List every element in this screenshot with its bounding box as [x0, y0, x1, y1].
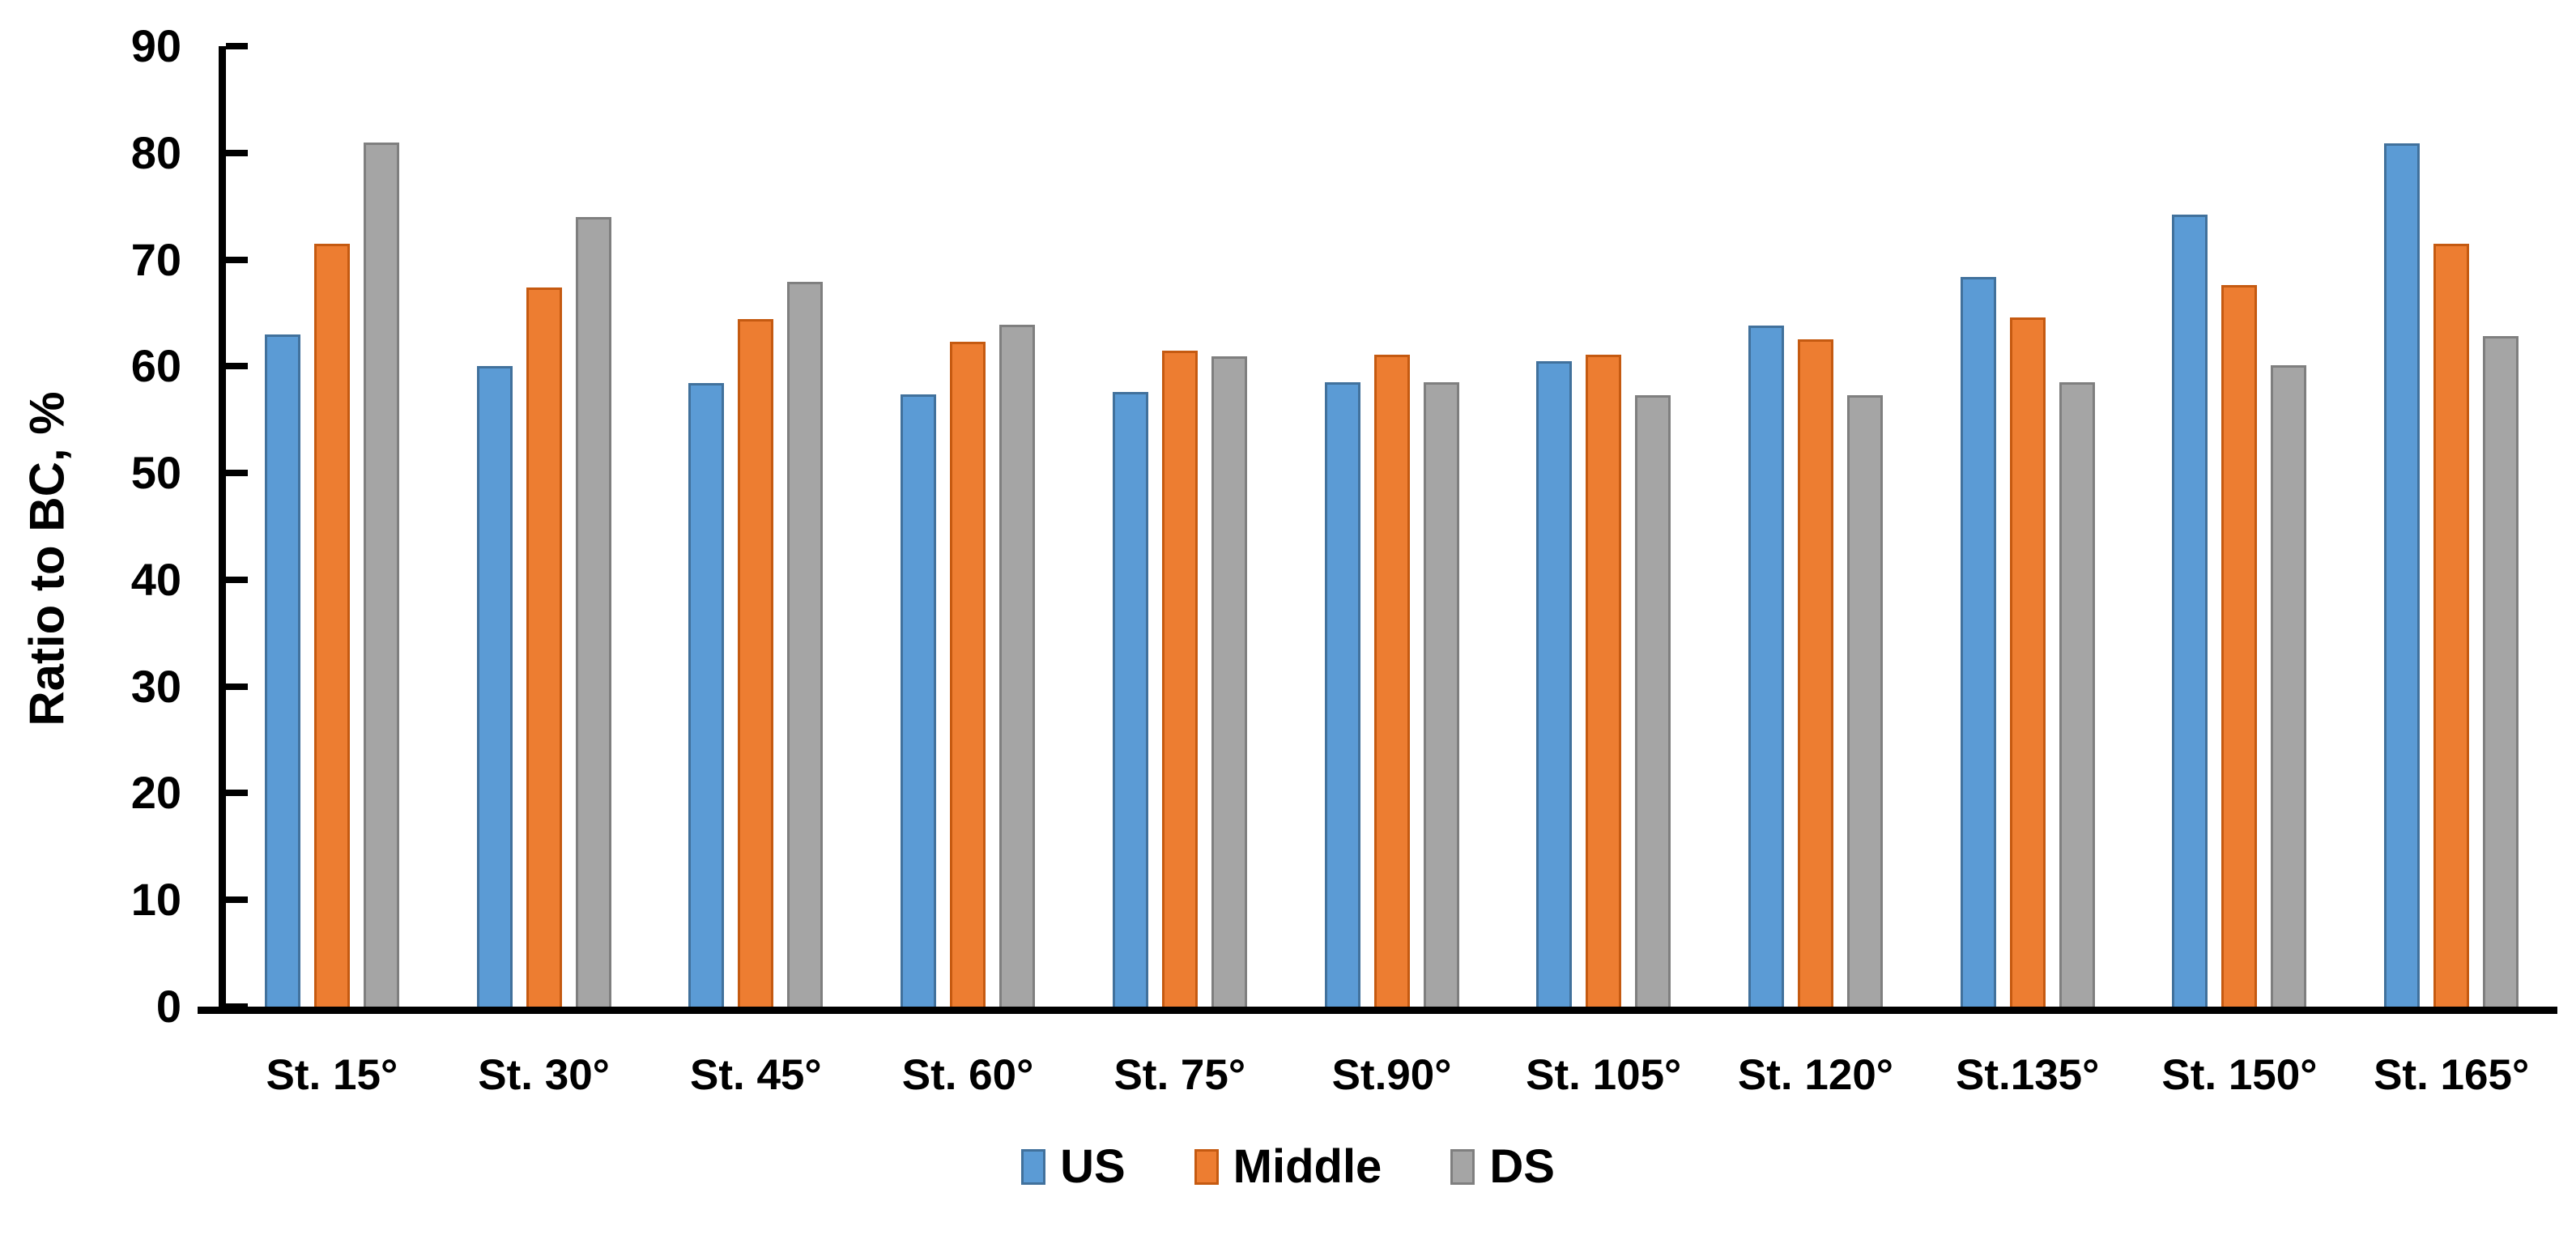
legend-item-ds: DS — [1450, 1143, 1555, 1190]
bar — [1373, 354, 1410, 1007]
y-axis-tick-label: 10 — [130, 874, 181, 926]
bar — [1797, 339, 1833, 1007]
legend-swatch-ds — [1450, 1149, 1475, 1185]
x-axis-category-label: St. 75° — [1113, 1051, 1246, 1099]
x-axis-category-label: St. 15° — [266, 1051, 398, 1099]
y-axis-tick — [226, 256, 248, 263]
y-axis-tick-label: 0 — [155, 981, 181, 1032]
x-axis-category-label: St. 105° — [1526, 1051, 1682, 1099]
bar — [688, 383, 725, 1007]
bar — [313, 243, 350, 1007]
y-axis-tick-label: 20 — [130, 767, 181, 819]
bar — [901, 394, 937, 1007]
y-axis-tick-label: 70 — [130, 233, 181, 285]
bar — [1960, 276, 1996, 1007]
y-axis-tick — [226, 790, 248, 797]
y-axis-tick — [226, 149, 248, 156]
legend-label-ds: DS — [1489, 1140, 1555, 1193]
y-axis-tick — [226, 896, 248, 904]
x-axis-category-label: St. 165° — [2374, 1051, 2530, 1099]
x-axis-category-label: St. 45° — [690, 1051, 822, 1099]
bar — [476, 366, 513, 1007]
y-axis-tick — [226, 576, 248, 583]
bar — [999, 324, 1036, 1007]
y-axis-tick-label: 50 — [130, 447, 181, 499]
bar — [1423, 382, 1459, 1007]
bar — [2172, 215, 2208, 1007]
bar — [2009, 317, 2046, 1007]
legend-item-middle: Middle — [1194, 1143, 1382, 1190]
legend-label-us: US — [1060, 1140, 1126, 1193]
bar — [787, 282, 824, 1007]
x-axis-category-label: St. 60° — [901, 1051, 1034, 1099]
x-axis-category-label: St. 120° — [1737, 1051, 1893, 1099]
bar — [264, 334, 300, 1007]
bar — [1536, 360, 1573, 1007]
x-axis-category-label: St.135° — [1955, 1051, 2100, 1099]
x-axis-category-label: St. 30° — [478, 1051, 610, 1099]
y-axis-tick-label: 60 — [130, 340, 181, 392]
bar — [1112, 391, 1148, 1007]
legend-label-middle: Middle — [1233, 1140, 1382, 1193]
y-axis-tick — [226, 43, 248, 49]
bar — [1211, 356, 1247, 1007]
plot-area: 0 10 20 30 40 50 60 70 80 90 St. 15° St. 30° St. 45°… — [131, 23, 2557, 1097]
y-axis-tick-label: 80 — [130, 126, 181, 178]
bar — [1748, 326, 1784, 1007]
x-axis-overhang — [198, 1007, 226, 1014]
y-axis-tick-label: 30 — [130, 660, 181, 712]
x-axis-category-label: St. 150° — [2161, 1051, 2318, 1099]
bar — [738, 319, 774, 1007]
y-axis-tick — [226, 363, 248, 370]
bar — [1635, 394, 1671, 1007]
bar — [1324, 382, 1360, 1007]
legend-swatch-us — [1021, 1149, 1046, 1185]
legend-swatch-middle — [1194, 1149, 1219, 1185]
bar — [1161, 350, 1198, 1007]
x-axis-category-label: St.90° — [1331, 1051, 1452, 1099]
y-axis-tick-label: 40 — [130, 553, 181, 605]
y-axis-tick-label: 90 — [130, 20, 181, 71]
bar — [950, 342, 986, 1007]
legend: US Middle DS — [0, 1143, 2576, 1190]
y-axis-tick — [226, 470, 248, 477]
bar — [2059, 382, 2095, 1007]
bar — [526, 287, 562, 1007]
bar — [575, 216, 611, 1007]
legend-item-us: US — [1021, 1143, 1126, 1190]
bar — [2433, 243, 2470, 1007]
bar — [2221, 285, 2258, 1007]
bar — [2384, 143, 2421, 1007]
bar — [2271, 365, 2307, 1007]
bar — [1846, 394, 1883, 1007]
y-axis-tick — [226, 683, 248, 690]
y-axis-tick — [226, 1003, 248, 1010]
bar — [363, 142, 399, 1007]
bar — [1586, 354, 1622, 1007]
bar — [2483, 336, 2519, 1007]
